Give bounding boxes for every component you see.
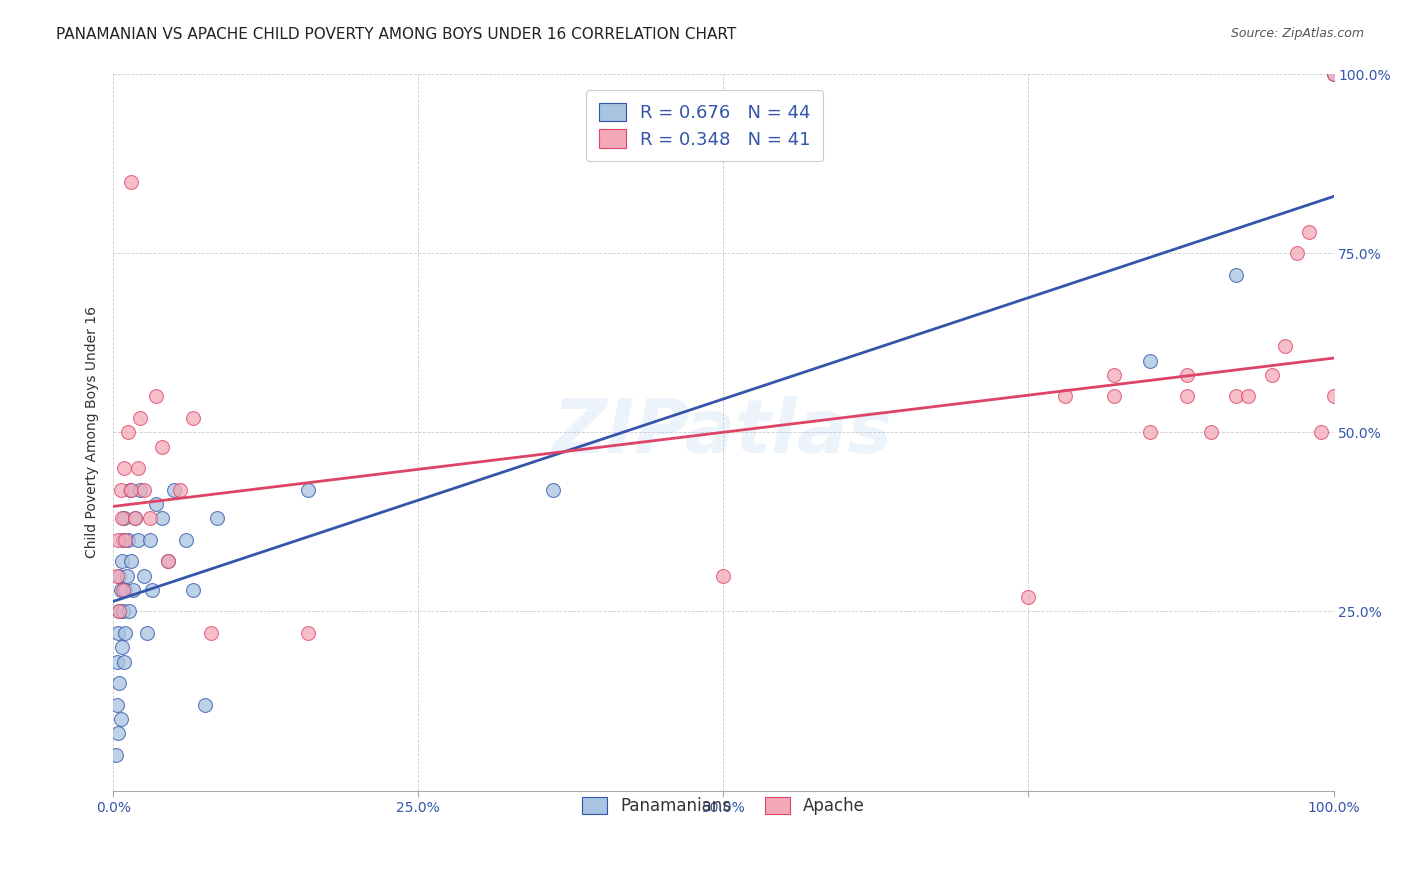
Point: [111, 640, 134, 655]
Point: [104, 747, 127, 762]
Point: [1225, 268, 1247, 282]
Point: [112, 511, 135, 525]
Point: [1285, 246, 1308, 260]
Point: [541, 483, 564, 497]
Point: [1102, 368, 1125, 382]
Point: [297, 483, 319, 497]
Point: [1053, 389, 1076, 403]
Point: [111, 533, 134, 547]
Point: [1139, 425, 1161, 440]
Point: [118, 604, 141, 618]
Point: [121, 483, 143, 497]
Point: [1322, 67, 1344, 81]
Point: [1298, 225, 1320, 239]
Point: [127, 461, 149, 475]
Point: [139, 511, 162, 525]
Point: [1175, 389, 1198, 403]
Point: [111, 582, 134, 597]
Point: [108, 568, 131, 582]
Point: [132, 483, 155, 497]
Point: [200, 626, 222, 640]
Point: [121, 582, 143, 597]
Text: Source: ZipAtlas.com: Source: ZipAtlas.com: [1230, 27, 1364, 40]
Point: [157, 554, 180, 568]
Point: [107, 726, 129, 740]
Point: [157, 554, 180, 568]
Point: [107, 626, 129, 640]
Point: [121, 554, 143, 568]
Point: [194, 698, 217, 712]
Point: [139, 533, 162, 547]
Point: [117, 425, 139, 440]
Point: [297, 626, 319, 640]
Point: [1237, 389, 1260, 403]
Point: [1322, 389, 1344, 403]
Point: [150, 440, 173, 454]
Point: [1322, 67, 1344, 81]
Point: [127, 533, 149, 547]
Point: [205, 511, 228, 525]
Point: [136, 626, 159, 640]
Point: [112, 655, 135, 669]
Point: [1310, 425, 1333, 440]
Point: [108, 676, 131, 690]
Point: [110, 483, 132, 497]
Point: [110, 582, 132, 597]
Text: PANAMANIAN VS APACHE CHILD POVERTY AMONG BOYS UNDER 16 CORRELATION CHART: PANAMANIAN VS APACHE CHILD POVERTY AMONG…: [56, 27, 737, 42]
Point: [145, 389, 167, 403]
Point: [117, 533, 139, 547]
Point: [121, 174, 143, 188]
Point: [181, 582, 204, 597]
Point: [1225, 389, 1247, 403]
Point: [105, 698, 128, 712]
Point: [169, 483, 191, 497]
Point: [120, 483, 142, 497]
Point: [110, 712, 132, 726]
Point: [129, 483, 152, 497]
Point: [111, 554, 134, 568]
Point: [111, 511, 134, 525]
Point: [105, 568, 128, 582]
Point: [150, 511, 173, 525]
Point: [114, 582, 136, 597]
Point: [124, 511, 146, 525]
Point: [115, 568, 138, 582]
Point: [107, 533, 129, 547]
Text: ZIPatlas: ZIPatlas: [554, 396, 893, 469]
Point: [129, 411, 152, 425]
Point: [176, 533, 198, 547]
Point: [711, 568, 734, 582]
Point: [1274, 339, 1296, 353]
Point: [132, 568, 155, 582]
Point: [1017, 590, 1039, 604]
Point: [114, 533, 136, 547]
Point: [1139, 353, 1161, 368]
Point: [163, 483, 186, 497]
Point: [1175, 368, 1198, 382]
Legend: Panamanians, Apache: Panamanians, Apache: [572, 787, 875, 825]
Point: [145, 497, 167, 511]
Point: [1261, 368, 1284, 382]
Point: [124, 511, 146, 525]
Point: [112, 461, 135, 475]
Point: [108, 604, 131, 618]
Y-axis label: Child Poverty Among Boys Under 16: Child Poverty Among Boys Under 16: [86, 306, 100, 558]
Point: [181, 411, 204, 425]
Point: [111, 604, 134, 618]
Point: [141, 582, 163, 597]
Point: [1102, 389, 1125, 403]
Point: [114, 626, 136, 640]
Point: [105, 655, 128, 669]
Point: [108, 604, 131, 618]
Point: [1201, 425, 1223, 440]
